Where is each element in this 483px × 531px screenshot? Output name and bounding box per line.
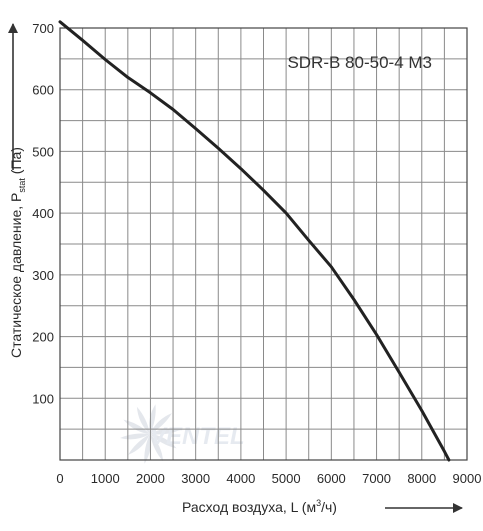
y-tick-label: 100 [32,391,54,406]
fan-blade [150,434,164,462]
y-tick-label: 500 [32,144,54,159]
y-axis-label-tail: (Па) [8,147,24,178]
y-tick-label: 200 [32,330,54,345]
y-axis-label-main: Статическое давление, P [8,193,24,358]
x-tick-label: 2000 [136,471,165,486]
x-tick-label: 0 [56,471,63,486]
x-axis-label-sup: 3 [316,498,321,508]
x-tick-label: 3000 [181,471,210,486]
x-tick-label: 9000 [453,471,482,486]
x-tick-label: 6000 [317,471,346,486]
y-tick-label: 700 [32,21,54,36]
x-axis-label: Расход воздуха, L (м3/ч) [182,498,337,515]
x-tick-labels: 0 1000 2000 3000 4000 5000 6000 7000 8000 9000 [56,471,481,486]
chart-title: SDR-B 80-50-4 M3 [287,53,432,72]
watermark-logo: VENTEL [120,404,245,464]
fan-blade [150,434,177,449]
y-tick-label: 600 [32,83,54,98]
x-tick-label: 1000 [91,471,120,486]
fan-blade [150,428,180,435]
watermark-text: VENTEL [150,423,245,450]
x-axis-label-main: Расход воздуха, L (м [182,499,316,515]
fan-blade [128,434,150,455]
plot-frame [59,27,468,461]
x-tick-label: 8000 [407,471,436,486]
y-tick-label: 400 [32,206,54,221]
fan-blade [136,406,150,434]
x-axis-label-tail: /ч) [321,499,337,515]
grid [60,28,467,460]
x-tick-label: 4000 [226,471,255,486]
x-tick-label: 5000 [272,471,301,486]
y-tick-label: 300 [32,268,54,283]
fan-blade [144,434,151,464]
y-axis-label-sub: stat [17,178,27,193]
y-tick-labels: 100 200 300 400 500 600 700 [32,21,54,406]
y-axis-label: Статическое давление, Pstat (Па) [8,147,27,358]
x-tick-label: 7000 [362,471,391,486]
fan-blade [123,419,150,434]
series-line [58,20,451,462]
